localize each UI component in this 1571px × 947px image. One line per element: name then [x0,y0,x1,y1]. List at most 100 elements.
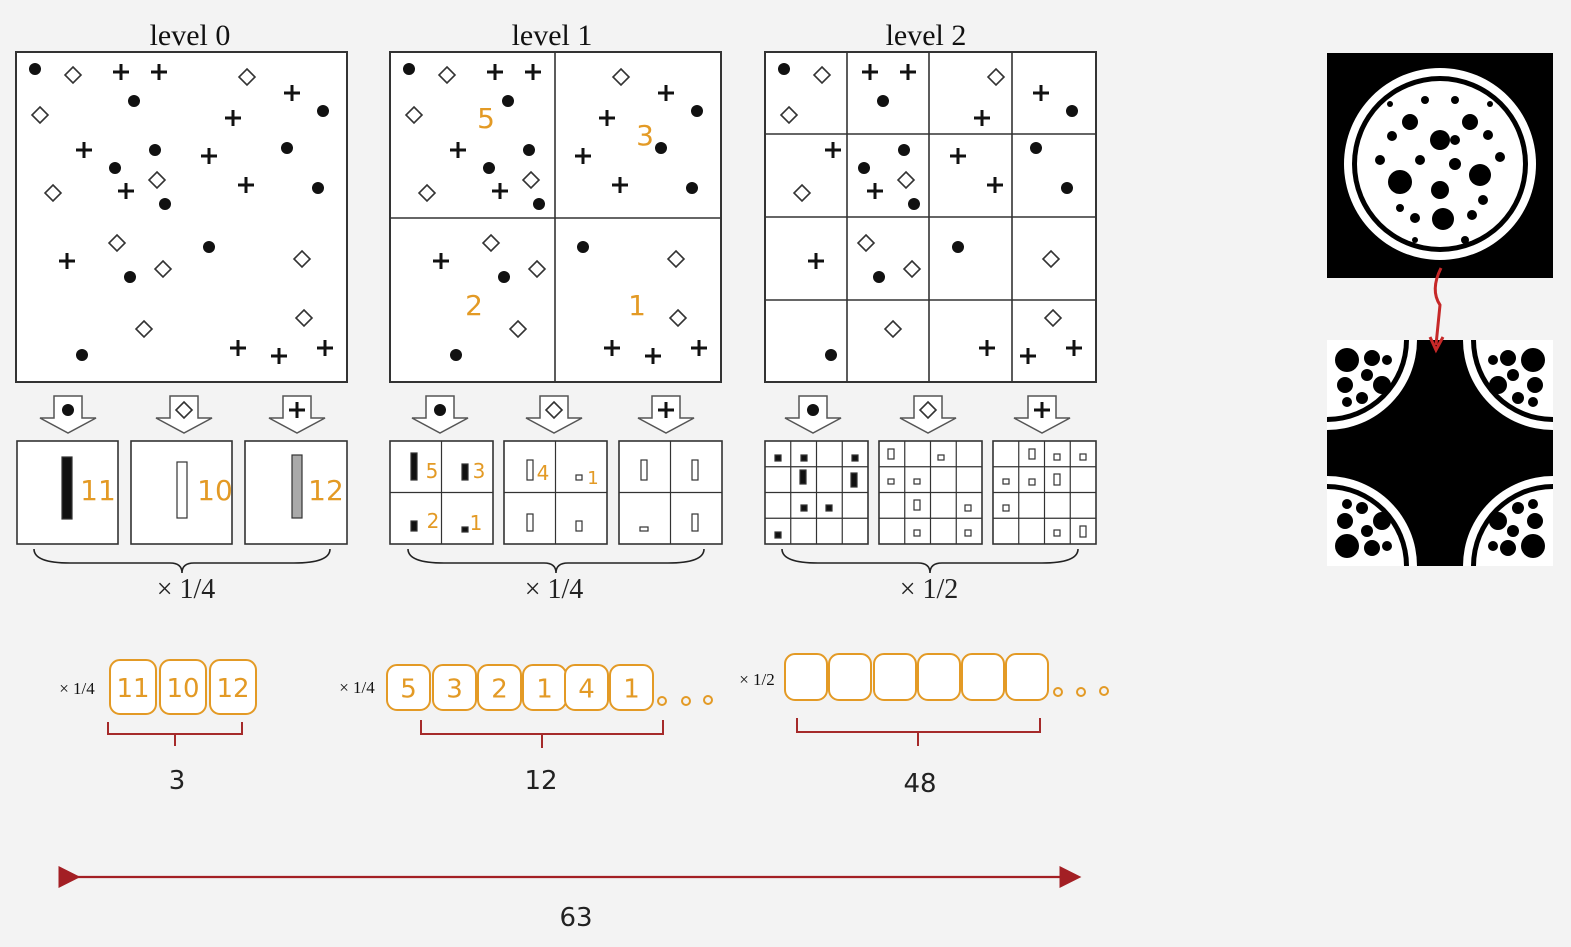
dot-icon [825,349,837,361]
feature-box-value: 3 [446,675,463,705]
hole-shape [1402,114,1418,130]
hole-shape [1488,541,1498,551]
dot-icon [908,198,920,210]
histogram-bar [913,478,921,485]
histogram-bar [1079,525,1087,538]
hole-shape [1487,101,1493,107]
plus-icon [575,148,591,164]
histogram-bar [691,513,699,532]
plus-icon [317,340,333,356]
hole-shape [1527,377,1543,393]
circle-pattern-image [1327,53,1553,278]
histogram-bar [461,463,469,481]
hole-shape [1412,237,1418,243]
level-0-image [15,51,348,383]
histogram-bar [1002,504,1010,512]
plus-icon [151,64,167,80]
hole-shape [1489,376,1507,394]
histogram-bar [526,513,534,532]
feature-box [873,653,917,701]
feature-box-value: 12 [216,674,249,704]
hole-shape [1375,155,1385,165]
feature-box [784,653,828,701]
hole-shape [1337,377,1353,393]
dot-icon [523,144,535,156]
dot-icon [281,142,293,154]
hole-shape [1431,181,1449,199]
hole-shape [1500,540,1516,556]
dot-icon [873,271,885,283]
diamond-icon [668,308,688,328]
dot-icon [109,162,121,174]
cell-count: 1 [628,289,646,322]
feature-vector-boxes: 11 10 12 5 3 2 1 4 1 [109,653,1049,715]
plus-icon [492,183,508,199]
hole-shape [1469,164,1491,186]
feature-box-value: 10 [166,674,199,704]
braces [33,548,1079,574]
dot-icon [502,95,514,107]
level-2-title: level 2 [886,19,967,52]
diamond-icon [508,319,528,339]
histogram-bar [640,459,648,481]
hole-shape [1430,130,1450,150]
plus-icon [450,142,466,158]
plus-icon [599,110,615,126]
vector-0-weight: × 1/4 [59,679,95,698]
hist-count: 3 [473,459,486,483]
diamond-icon [294,308,314,328]
hole-shape [1507,369,1519,381]
hole-shape [1461,236,1469,244]
feature-box [961,653,1005,701]
hole-shape [1528,499,1538,509]
plus-icon [76,142,92,158]
feature-box-value: 1 [536,675,553,705]
hole-shape [1342,499,1352,509]
diamond-icon [1043,308,1063,328]
dimension-brackets [107,718,1041,748]
hole-shape [1373,376,1391,394]
diamond-icon [404,105,424,125]
diamond-icon [417,183,437,203]
diamond-icon [237,67,257,87]
hole-shape [1451,96,1459,104]
feature-box [386,664,431,711]
hole-shape [1361,369,1373,381]
hist-count: 4 [537,461,550,485]
hole-shape [1382,541,1392,551]
hist-count: 12 [308,474,344,507]
hole-shape [1432,208,1454,230]
level-2-points [778,63,1082,364]
histogram-bar [800,454,808,462]
hole-shape [1449,158,1461,170]
dot-icon [149,144,161,156]
dot-icon [124,271,136,283]
plus-icon [1020,348,1036,364]
plus-icon [974,110,990,126]
level-2-weight: × 1/2 [900,574,959,605]
feature-box-value: 5 [400,675,417,705]
hole-shape [1335,348,1359,372]
shifted-pattern-image [1327,340,1553,566]
plus-icon [284,85,300,101]
level-1-weight: × 1/4 [525,574,584,605]
feature-box [828,653,872,701]
dot-icon [877,95,889,107]
dot-icon [807,404,819,416]
plus-icon [1066,340,1082,356]
dot-icon [450,349,462,361]
diamond-icon [902,259,922,279]
feature-box-value: 4 [578,675,595,705]
dot-icon [778,63,790,75]
plus-icon [289,402,305,418]
dot-icon [203,241,215,253]
level-0-title: level 0 [150,19,231,52]
diamond-icon [134,319,154,339]
diamond-icon [1041,249,1061,269]
dot-icon [691,105,703,117]
histogram-bar [461,526,469,533]
dot-icon [1061,182,1073,194]
histogram-bar [691,459,699,481]
diamond-icon [481,233,501,253]
feature-box [209,659,257,715]
